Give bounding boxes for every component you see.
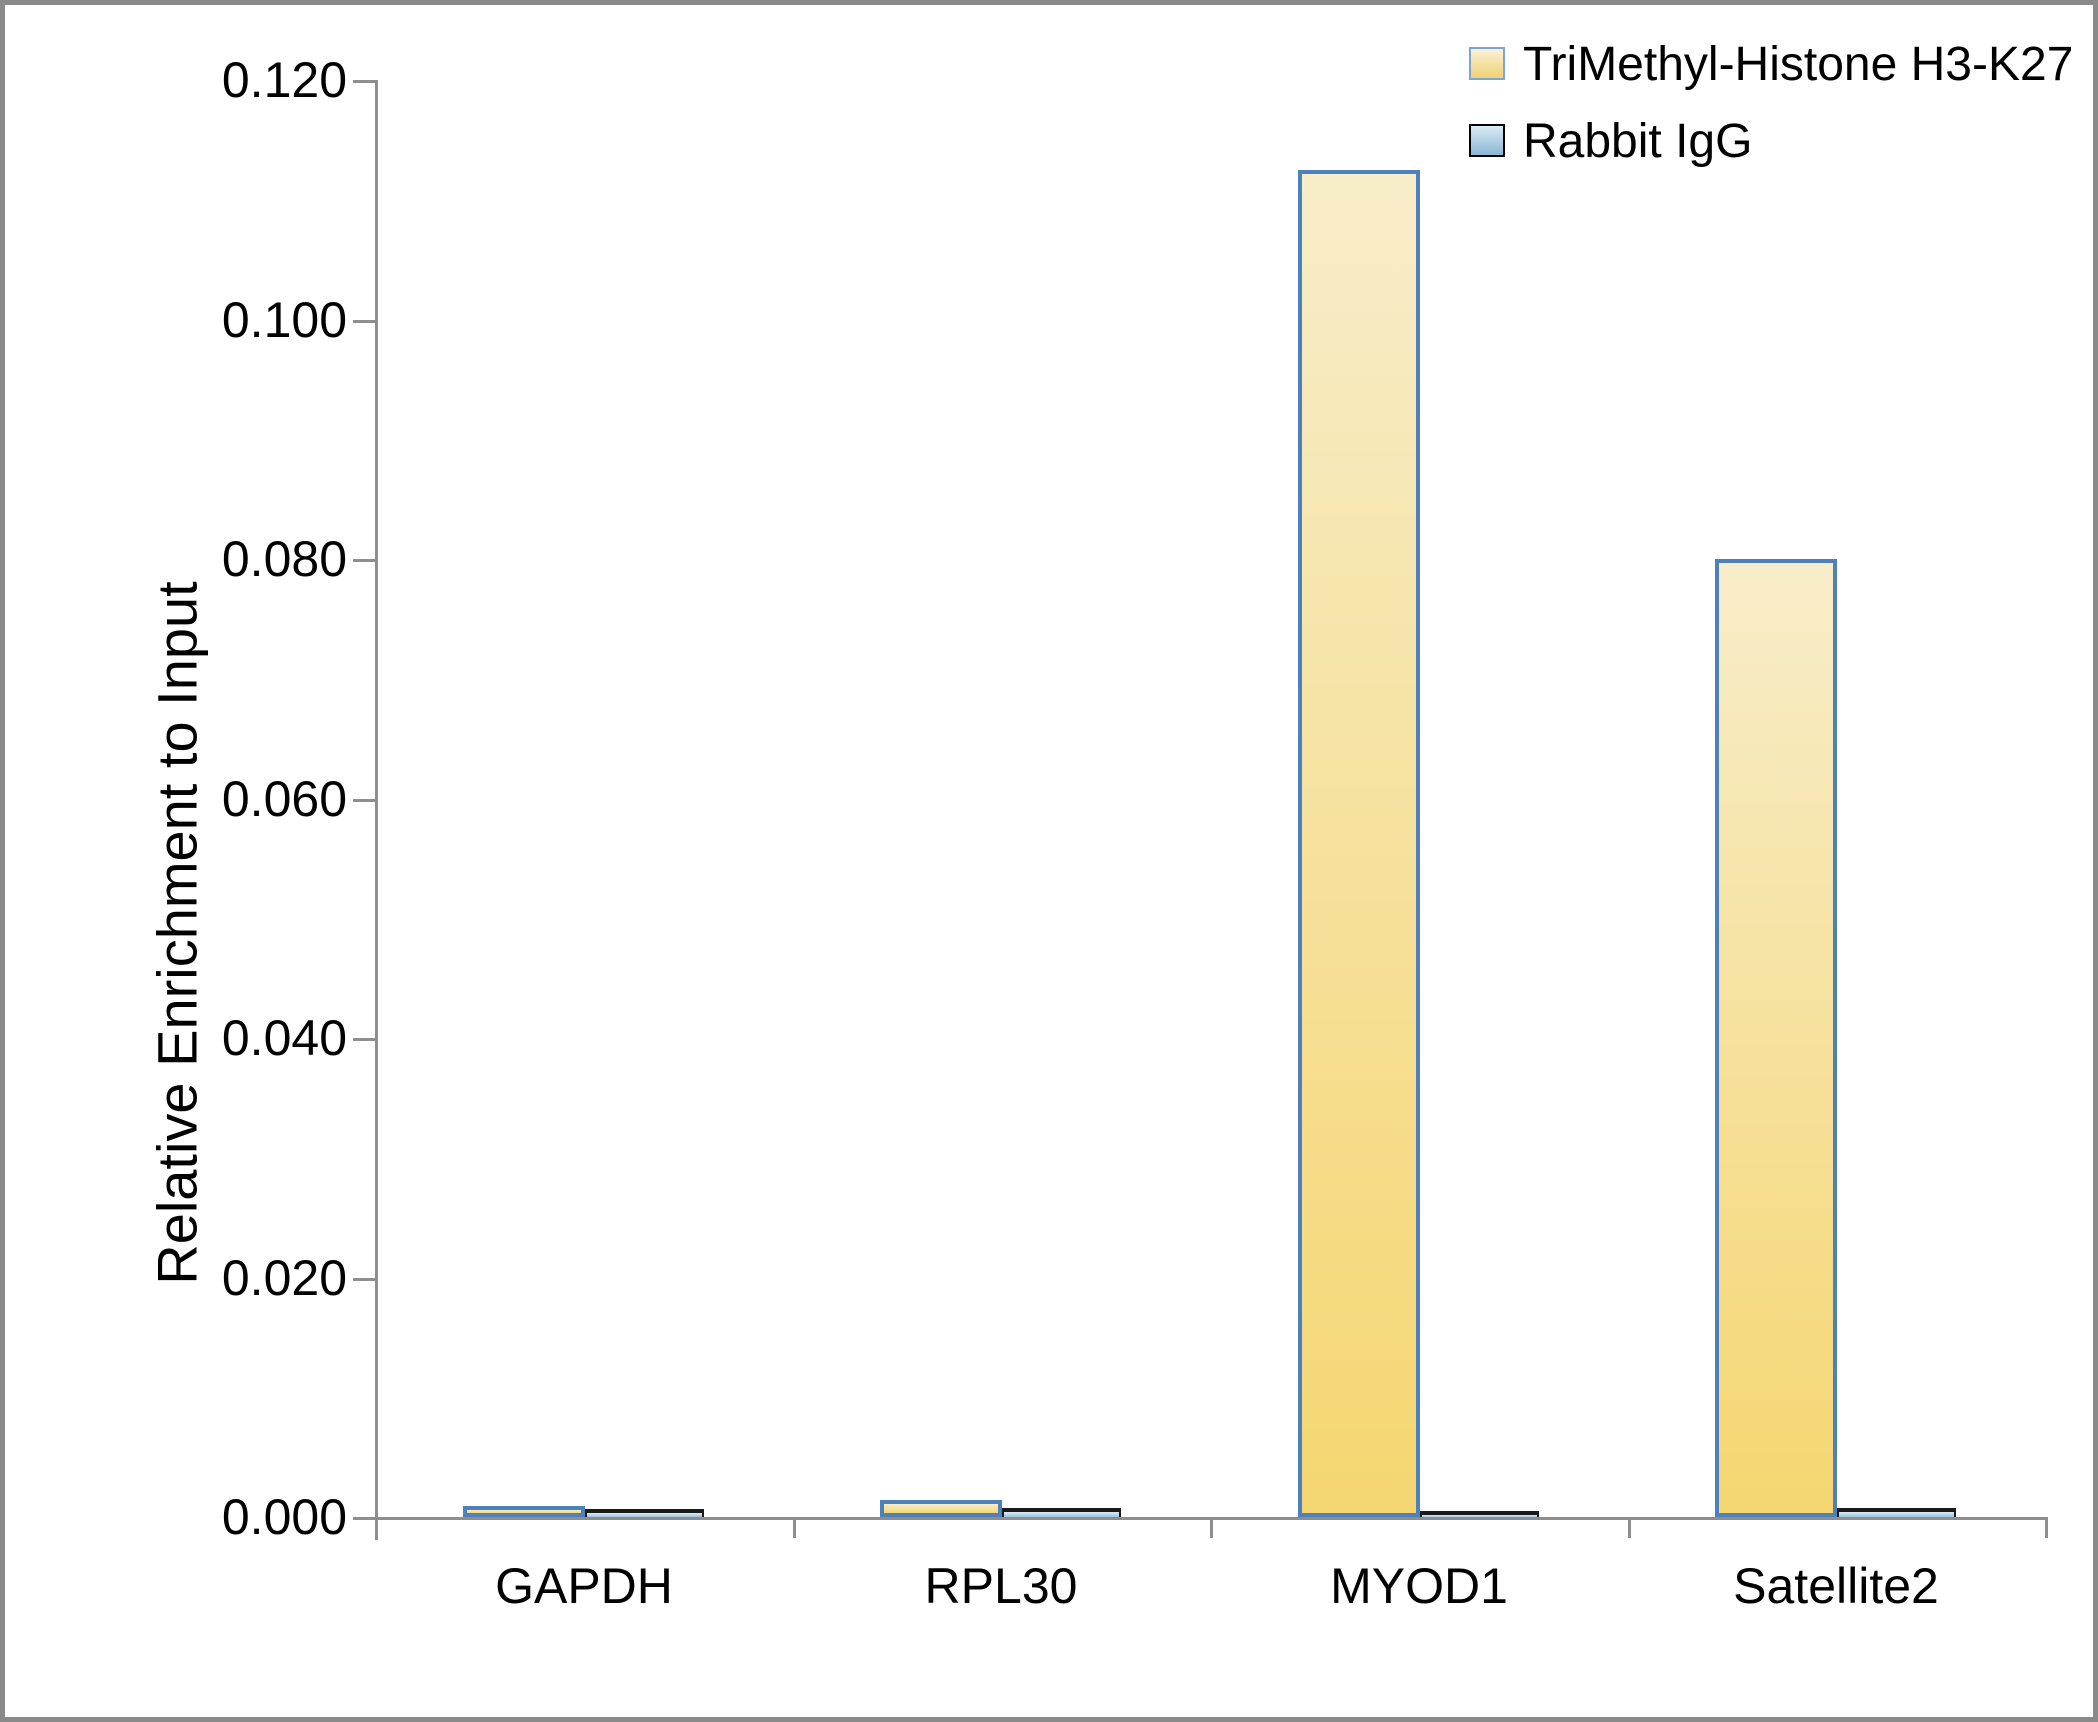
x-category-label: MYOD1	[1330, 1558, 1508, 1614]
x-axis-divider	[2045, 1517, 2048, 1538]
y-axis-line	[375, 80, 378, 1540]
legend-label-igg: Rabbit IgG	[1523, 115, 1753, 168]
bar-trimethyl-histone-h3-k27-rpl30	[880, 1500, 1002, 1517]
x-axis-divider	[1210, 1517, 1213, 1538]
bar-rabbit-igg-satellite2	[1837, 1508, 1956, 1517]
y-tick	[353, 1038, 375, 1041]
y-tick-label: 0.000	[221, 1489, 347, 1545]
y-tick-label: 0.120	[221, 52, 347, 108]
y-tick	[353, 320, 375, 323]
x-category-label: RPL30	[924, 1558, 1078, 1614]
y-tick-label: 0.080	[221, 531, 347, 587]
y-tick-label: 0.040	[221, 1010, 347, 1066]
x-axis-divider	[1628, 1517, 1631, 1538]
legend-swatch-h3k27	[1469, 47, 1505, 80]
bar-rabbit-igg-myod1	[1420, 1511, 1539, 1517]
y-tick-label: 0.020	[221, 1250, 347, 1306]
bar-trimethyl-histone-h3-k27-myod1	[1298, 170, 1420, 1517]
y-tick-label: 0.100	[221, 292, 347, 348]
x-category-label: Satellite2	[1733, 1558, 1939, 1614]
y-tick	[353, 80, 375, 83]
legend-swatch-igg	[1469, 124, 1505, 157]
x-category-label: GAPDH	[495, 1558, 673, 1614]
x-axis-divider	[793, 1517, 796, 1538]
y-axis-title: Relative Enrichment to Input	[145, 581, 209, 1285]
bar-trimethyl-histone-h3-k27-satellite2	[1715, 559, 1837, 1517]
bar-trimethyl-histone-h3-k27-gapdh	[463, 1506, 585, 1517]
y-tick	[353, 1517, 375, 1520]
y-tick	[353, 1278, 375, 1281]
legend-label-h3k27: TriMethyl-Histone H3-K27	[1523, 38, 2074, 91]
y-tick	[353, 799, 375, 802]
bar-rabbit-igg-rpl30	[1002, 1508, 1121, 1517]
bar-rabbit-igg-gapdh	[585, 1509, 704, 1517]
y-tick	[353, 559, 375, 562]
y-tick-label: 0.060	[221, 771, 347, 827]
